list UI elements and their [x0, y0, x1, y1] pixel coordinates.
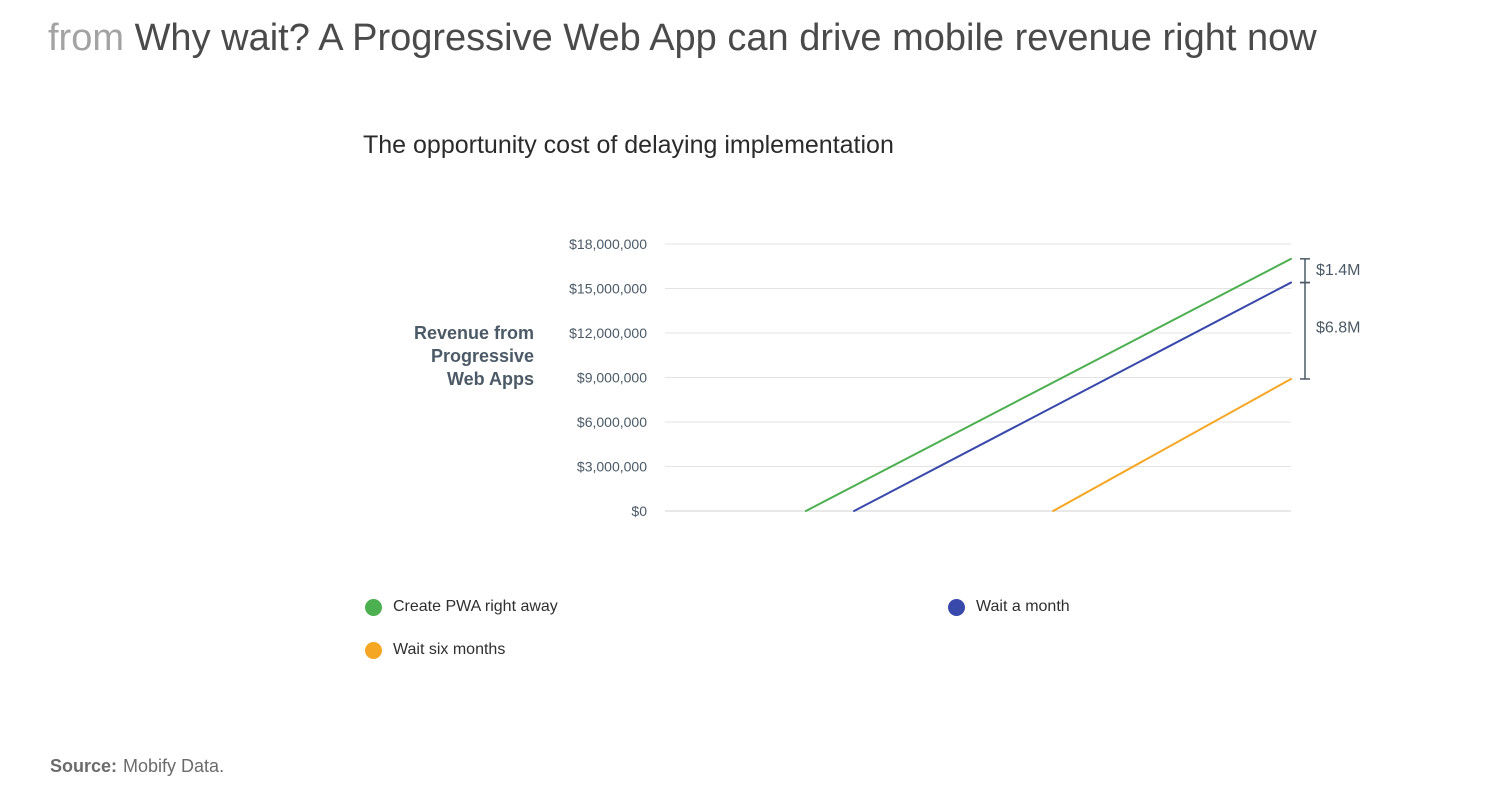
source-note: Source: Mobify Data.: [50, 756, 224, 777]
series-line-1: [804, 257, 1292, 512]
legend-item-wait-a-month[interactable]: Wait a month: [948, 598, 1070, 616]
y-tick-label: $6,000,000: [577, 414, 647, 430]
y-axis-label-line-3: Web Apps: [446, 369, 534, 389]
legend-item-wait-six-months[interactable]: Wait six months: [365, 641, 505, 659]
y-tick-label: $0: [631, 503, 647, 519]
annotation-label: $1.4M: [1316, 262, 1360, 279]
article-title-link[interactable]: Why wait? A Progressive Web App can driv…: [134, 17, 1317, 59]
annotation-label: $6.8M: [1316, 320, 1360, 337]
legend-label: Create PWA right away: [393, 598, 558, 615]
series-line-3: [1052, 377, 1292, 512]
legend-dot-blue-icon: [948, 598, 965, 616]
y-tick-label: $9,000,000: [577, 370, 647, 386]
legend-label: Wait a month: [976, 598, 1070, 615]
y-tick-label: $18,000,000: [569, 236, 647, 252]
source-label: Source:: [50, 756, 118, 776]
series-line-2: [853, 281, 1292, 512]
y-tick-label: $15,000,000: [569, 281, 647, 297]
y-axis-label: Revenue from Progressive Web Apps: [334, 322, 534, 391]
legend-dot-orange-icon: [365, 641, 382, 659]
y-tick-label: $3,000,000: [577, 459, 647, 475]
article-header: from Why wait? A Progressive Web App can…: [48, 14, 1317, 62]
legend-item-create-pwa[interactable]: Create PWA right away: [365, 598, 558, 616]
header-prefix: from: [48, 17, 124, 59]
legend-dot-green-icon: [365, 598, 382, 616]
y-axis-label-line-1: Revenue from: [413, 323, 534, 343]
chart-title: The opportunity cost of delaying impleme…: [363, 131, 894, 159]
y-axis-label-line-2: Progressive: [430, 346, 534, 366]
y-tick-label: $12,000,000: [569, 325, 647, 341]
source-text: Mobify Data.: [123, 756, 225, 776]
legend-label: Wait six months: [393, 641, 506, 658]
